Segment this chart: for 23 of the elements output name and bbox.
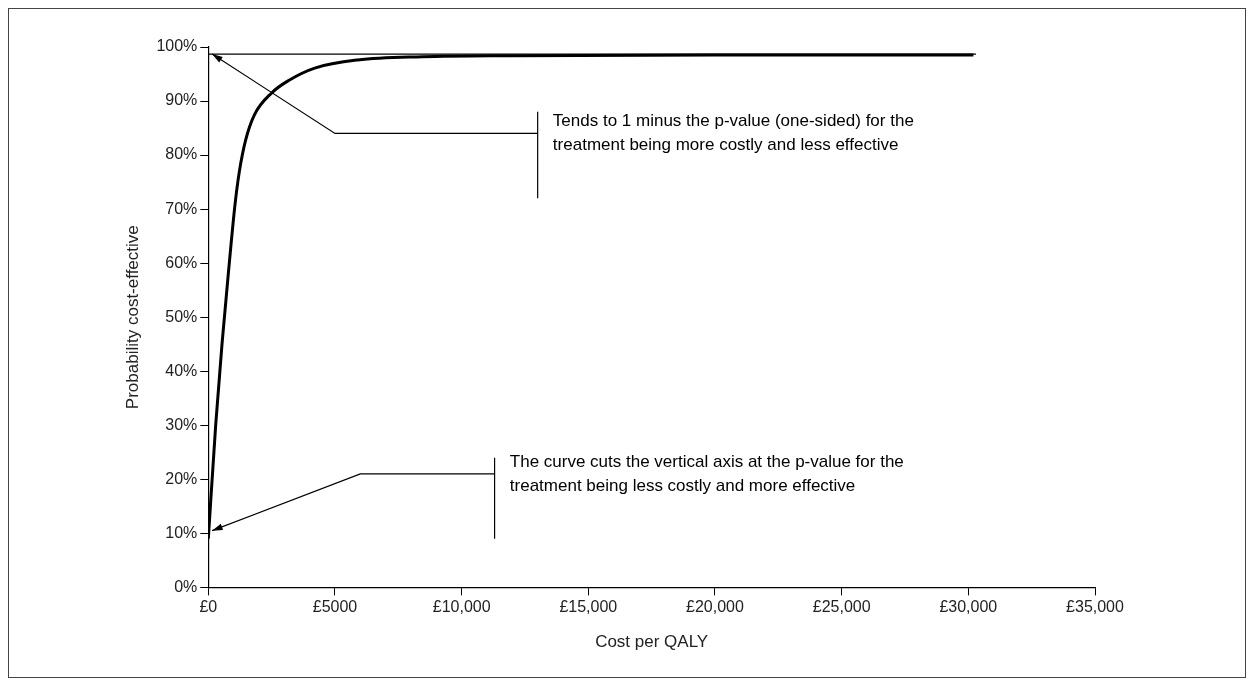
y-tick-label: 60%	[165, 253, 198, 271]
y-tick-label: 40%	[165, 361, 198, 379]
x-tick-label: £5000	[312, 598, 358, 616]
x-tick-label: £10,000	[432, 598, 491, 616]
y-tick-label: 100%	[156, 37, 198, 55]
x-tick-label: £25,000	[812, 598, 871, 616]
x-tick-label: £15,000	[559, 598, 618, 616]
y-tick-label: 0%	[174, 577, 198, 595]
y-tick-label: 10%	[165, 523, 198, 541]
x-tick-label: £20,000	[686, 598, 745, 616]
y-tick-label: 80%	[165, 145, 198, 163]
y-tick-label: 20%	[165, 469, 198, 487]
y-tick-label: 70%	[165, 199, 198, 217]
x-tick-label: £35,000	[1066, 598, 1125, 616]
annotation: Tends to 1 minus the p-value (one-sided) for the treatment being more costly and less effective	[552, 111, 914, 155]
x-tick-label: £0	[199, 598, 218, 616]
y-tick-label: 50%	[165, 307, 198, 325]
y-axis-title: Probability cost-effective	[122, 225, 142, 410]
annotation: The curve cuts the vertical axis at the p-value for the treatment being less costly and more effective	[509, 451, 904, 495]
x-axis-title: Cost per QALY	[595, 632, 709, 652]
y-tick-label: 90%	[165, 91, 198, 109]
x-tick-label: £30,000	[939, 598, 998, 616]
y-tick-label: 30%	[165, 415, 198, 433]
